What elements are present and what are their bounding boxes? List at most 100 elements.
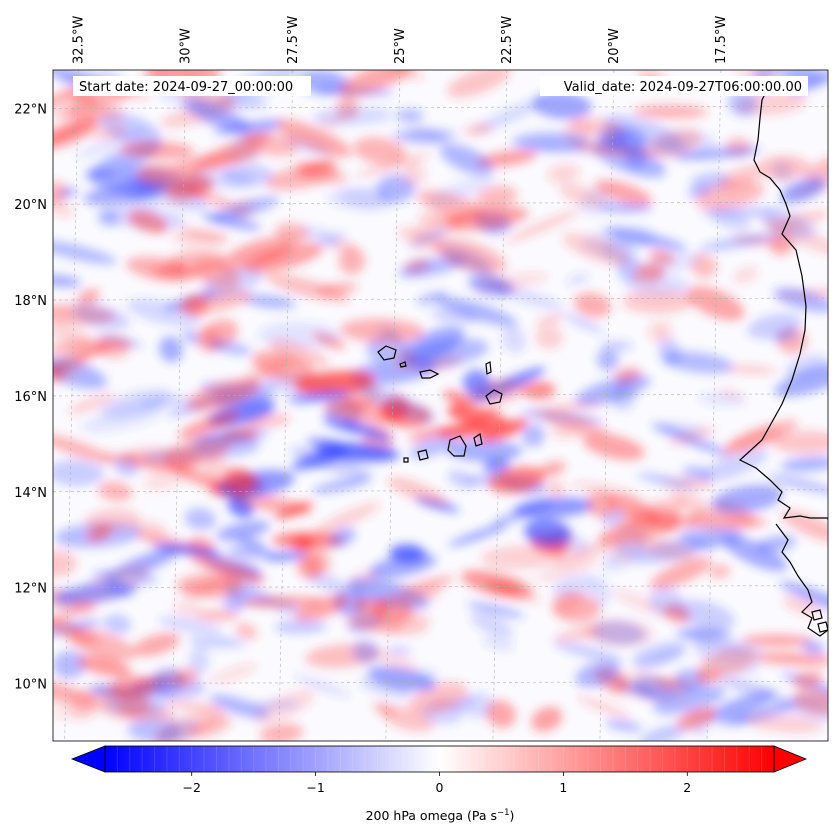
- field-blob: [398, 256, 466, 278]
- field-blob: [241, 131, 299, 157]
- field-blob: [213, 119, 285, 135]
- field-blob: [463, 692, 494, 719]
- field-blob: [367, 666, 436, 691]
- lon-tick-label: 27.5°W: [286, 16, 301, 64]
- field-blob: [339, 318, 425, 343]
- field-blob: [53, 196, 75, 218]
- field-blob: [605, 670, 657, 698]
- field-blob: [133, 633, 180, 657]
- field-blob: [733, 70, 786, 81]
- field-blob: [445, 206, 529, 231]
- field-blob: [372, 596, 413, 625]
- field-blob: [670, 492, 721, 519]
- field-blob: [188, 646, 210, 675]
- field-blob: [779, 581, 828, 615]
- field-blob: [209, 662, 258, 685]
- field-blob: [521, 423, 545, 448]
- lon-gridline: [706, 70, 722, 741]
- field-blob: [72, 303, 130, 330]
- field-blob: [193, 259, 241, 290]
- colorbar-tick-label: 1: [559, 780, 567, 795]
- field-blob: [53, 650, 87, 679]
- field-blob: [462, 369, 491, 396]
- field-blob: [288, 391, 352, 403]
- lon-tick-label: 17.5°W: [714, 16, 729, 64]
- field-blob: [329, 527, 356, 547]
- field-blob: [77, 289, 101, 305]
- field-blob: [231, 493, 313, 515]
- field-blob: [296, 552, 323, 579]
- field-blob: [269, 339, 329, 368]
- field-blob: [546, 163, 581, 183]
- lon-gridline: [492, 70, 508, 741]
- field-blob: [634, 648, 686, 671]
- colorbar-steps: [116, 746, 763, 772]
- lon-tick-label: 25°W: [393, 28, 408, 64]
- field-blob: [435, 296, 518, 327]
- field-blob: [563, 313, 604, 333]
- field-blob: [723, 536, 788, 572]
- field-blob: [476, 150, 538, 167]
- field-blob: [538, 461, 566, 477]
- field-blob: [649, 587, 682, 615]
- field-blob: [322, 416, 361, 434]
- colorbar-gradient: [105, 746, 774, 772]
- field-blob: [275, 119, 352, 157]
- field-blob: [242, 294, 296, 309]
- field-blob: [771, 430, 828, 455]
- field-blob: [245, 413, 291, 429]
- field-blob: [575, 661, 621, 688]
- senegal-coast-south: [775, 523, 828, 637]
- field-blob: [222, 593, 246, 613]
- field-blob: [294, 160, 349, 185]
- field-blob: [264, 551, 308, 562]
- coastlines: [377, 87, 828, 637]
- field-blob: [53, 274, 82, 288]
- field-blob: [686, 286, 745, 321]
- field-blob: [387, 477, 449, 506]
- lon-gridline: [64, 70, 79, 741]
- field-blob: [53, 432, 116, 464]
- field-blob: [676, 707, 717, 730]
- field-blob: [633, 104, 709, 119]
- field-blob: [753, 652, 828, 666]
- field-blob: [416, 291, 447, 305]
- field-blob: [684, 514, 768, 530]
- field-blob: [682, 466, 712, 481]
- lat-tick-label: 14°N: [14, 486, 47, 501]
- gridlines: [53, 70, 828, 741]
- field-blob: [184, 507, 217, 531]
- field-blob: [792, 670, 824, 689]
- field-blob: [173, 599, 203, 617]
- field-blob: [545, 481, 566, 497]
- field-blob: [662, 351, 734, 374]
- colorbar-tick-label: 2: [683, 780, 691, 795]
- colorbar-tick-label: 0: [436, 780, 444, 795]
- field-blob: [228, 545, 275, 559]
- island-sao-vicente: [399, 361, 407, 368]
- field-blob: [244, 243, 324, 274]
- field-blob: [718, 713, 751, 727]
- field-blob: [92, 125, 127, 141]
- island-brava: [403, 457, 409, 463]
- colorbar-extend-high: [773, 745, 808, 773]
- lat-tick-label: 22°N: [14, 102, 47, 117]
- field-blob: [417, 211, 461, 226]
- field-blob: [338, 247, 366, 275]
- valid-date-label: Valid_date: 2024-09-27T06:00:00.00: [564, 80, 802, 95]
- field-blob: [447, 470, 476, 489]
- longitude-tick-labels: 32.5°W 30°W 27.5°W 25°W 22.5°W 20°W 17.5°W: [72, 16, 729, 64]
- field-blob: [224, 467, 256, 492]
- field-blob: [312, 477, 371, 493]
- colorbar-extend-low: [70, 745, 106, 773]
- africa-coastline: [738, 87, 828, 520]
- field-blob: [352, 640, 379, 663]
- field-blob: [552, 594, 601, 623]
- field-blob: [131, 519, 168, 538]
- field-blob: [504, 209, 582, 244]
- field-blob: [209, 694, 270, 719]
- field-blob: [240, 596, 323, 608]
- field-blob: [86, 525, 112, 542]
- field-blob: [171, 230, 229, 246]
- field-blob: [604, 227, 687, 251]
